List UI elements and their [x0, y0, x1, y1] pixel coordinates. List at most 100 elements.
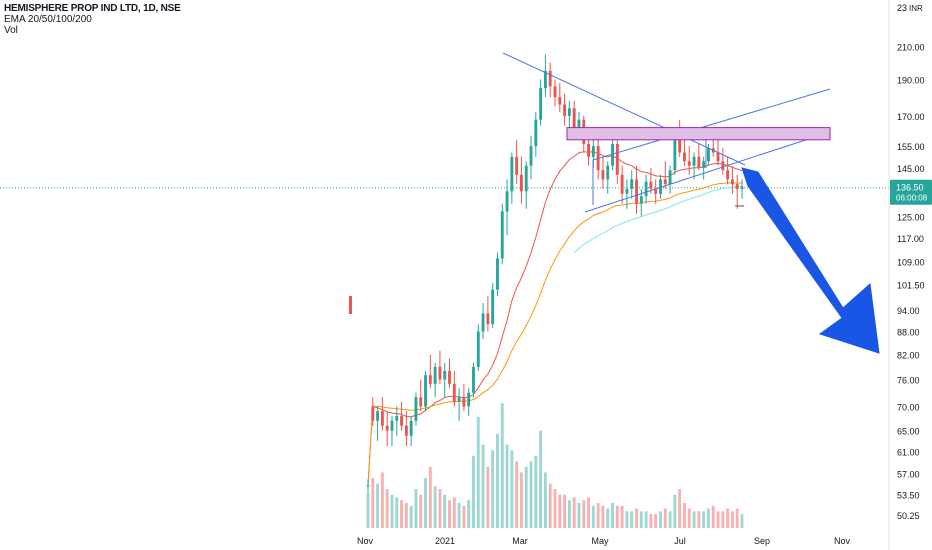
volume-bar — [496, 433, 499, 528]
candle[interactable] — [620, 165, 624, 204]
volume-bar — [376, 483, 380, 528]
candle[interactable] — [740, 179, 744, 199]
candle-body — [400, 415, 404, 426]
candle[interactable] — [659, 174, 662, 199]
symbol-title[interactable]: HEMISPHERE PROP IND LTD, 1D, NSE — [4, 3, 181, 14]
candle-body — [529, 146, 533, 166]
candle-body — [716, 152, 720, 162]
candle[interactable] — [601, 156, 605, 189]
candle[interactable] — [534, 112, 538, 157]
volume-label[interactable]: Vol — [4, 25, 18, 36]
candle[interactable] — [635, 165, 638, 214]
candle[interactable] — [654, 179, 658, 204]
candle[interactable] — [400, 401, 404, 431]
candle[interactable] — [433, 362, 437, 398]
candle[interactable] — [606, 161, 610, 194]
candle[interactable] — [476, 324, 480, 371]
candle[interactable] — [567, 100, 571, 128]
candle[interactable] — [448, 358, 451, 389]
candle[interactable] — [683, 139, 686, 166]
candle[interactable] — [491, 283, 495, 328]
candle[interactable] — [529, 135, 533, 180]
candle[interactable] — [553, 79, 557, 107]
candle[interactable] — [472, 362, 475, 398]
candle-body — [524, 165, 528, 192]
candle[interactable] — [649, 167, 653, 194]
candle[interactable] — [539, 79, 543, 126]
candle[interactable] — [428, 354, 432, 389]
candle-body — [515, 156, 519, 175]
candle[interactable] — [462, 383, 466, 412]
candle[interactable] — [697, 143, 701, 171]
trend-drawings[interactable] — [502, 52, 880, 354]
candle[interactable] — [702, 156, 706, 180]
price-tick-label: 61.00 — [897, 448, 920, 458]
candle[interactable] — [486, 296, 490, 332]
candle[interactable] — [496, 252, 499, 297]
candle[interactable] — [615, 135, 619, 185]
candle[interactable] — [481, 302, 485, 340]
candle-body — [630, 179, 634, 189]
candle[interactable] — [726, 156, 730, 185]
candle[interactable] — [558, 82, 562, 113]
candle[interactable] — [548, 62, 552, 98]
candle[interactable] — [673, 135, 677, 175]
candle[interactable] — [668, 165, 672, 194]
candle[interactable] — [409, 415, 413, 447]
candle[interactable] — [630, 170, 634, 199]
candle[interactable] — [596, 135, 600, 180]
last-price-badge[interactable] — [890, 179, 932, 205]
candle[interactable] — [366, 479, 370, 492]
volume-bar — [472, 455, 475, 528]
candle[interactable] — [467, 388, 471, 416]
candle-body — [591, 146, 595, 157]
candle[interactable] — [730, 165, 734, 194]
candle[interactable] — [419, 379, 423, 412]
volume-bar — [630, 511, 634, 528]
candle[interactable] — [404, 411, 408, 447]
candle-body — [349, 296, 352, 314]
candle[interactable] — [371, 397, 375, 426]
candle-body — [500, 211, 504, 259]
price-tick-label: 53.50 — [897, 490, 920, 500]
candle[interactable] — [390, 415, 394, 447]
channel-lower-line[interactable] — [584, 131, 831, 213]
candle[interactable] — [515, 139, 519, 185]
candle[interactable] — [414, 392, 418, 426]
candle[interactable] — [663, 161, 667, 189]
candle[interactable] — [505, 179, 509, 236]
candle[interactable] — [721, 148, 725, 175]
candle[interactable] — [519, 156, 523, 204]
candle[interactable] — [395, 406, 399, 436]
candle-body — [563, 104, 567, 116]
channel-upper-line[interactable] — [592, 88, 831, 161]
resistance-trendline[interactable] — [502, 52, 746, 166]
candle[interactable] — [500, 203, 504, 265]
candle[interactable] — [735, 174, 739, 209]
candle[interactable] — [424, 370, 427, 412]
currency-label: INR — [909, 4, 923, 13]
volume-bar — [721, 511, 725, 528]
bearish-arrow[interactable] — [741, 167, 880, 354]
candle[interactable] — [644, 174, 648, 204]
resistance-zone[interactable] — [566, 127, 831, 141]
candle[interactable] — [543, 54, 547, 98]
candle[interactable] — [692, 152, 696, 180]
volume-bar — [654, 514, 658, 528]
candle[interactable] — [457, 388, 461, 421]
candle[interactable] — [438, 350, 442, 384]
volume-bar — [428, 466, 432, 528]
candle[interactable] — [385, 411, 389, 447]
candle[interactable] — [510, 152, 514, 204]
indicator-label[interactable]: EMA 20/50/100/200 — [4, 14, 92, 25]
candle[interactable] — [611, 135, 614, 171]
candle[interactable] — [687, 146, 691, 175]
candle[interactable] — [380, 397, 384, 431]
candle[interactable] — [452, 370, 456, 407]
candle[interactable] — [563, 93, 567, 126]
candle[interactable] — [376, 406, 380, 441]
candle[interactable] — [625, 179, 629, 209]
candle[interactable] — [443, 362, 447, 398]
candle[interactable] — [524, 161, 528, 209]
